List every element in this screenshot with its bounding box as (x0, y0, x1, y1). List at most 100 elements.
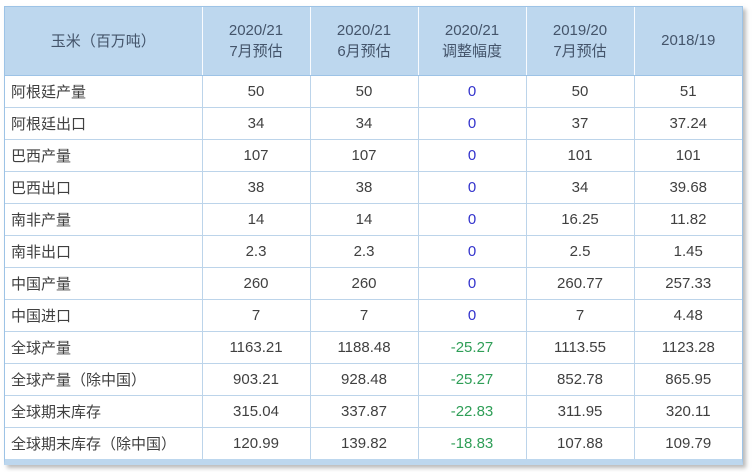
value-cell: 107 (309, 138, 419, 172)
table-row: 阿根廷产量 50 50 0 50 51 (5, 75, 742, 108)
table-row: 中国进口 7 7 0 7 4.48 (5, 298, 742, 332)
row-label-cell: 中国进口 (5, 298, 203, 332)
row-label-cell: 全球期末库存（除中国） (5, 426, 203, 459)
table-row: 阿根廷出口 34 34 0 37 37.24 (5, 106, 742, 140)
value-cell: 928.48 (309, 362, 419, 396)
column-header-line2: 6月预估 (337, 42, 391, 60)
column-header-cell: 2020/21 6月预估 (309, 7, 418, 76)
value-cell: 2.3 (309, 234, 419, 268)
value-cell: 7 (525, 298, 635, 332)
value-cell: 1.45 (633, 234, 742, 268)
value-cell: 101 (525, 138, 635, 172)
value-cell: 14 (309, 202, 419, 236)
column-header-line2: 调整幅度 (441, 42, 502, 60)
value-cell: 7 (309, 298, 419, 332)
value-cell: 107 (201, 138, 311, 172)
value-cell: 1188.48 (309, 330, 419, 364)
value-cell: 1163.21 (201, 330, 311, 364)
row-label-cell: 全球产量（除中国） (5, 362, 203, 396)
table-row: 巴西产量 107 107 0 101 101 (5, 138, 742, 172)
value-cell: 0 (417, 138, 527, 172)
value-cell: 38 (309, 170, 419, 204)
table-row: 全球期末库存（除中国） 120.99 139.82 -18.83 107.88 109.… (5, 426, 742, 459)
table-row: 全球产量（除中国） 903.21 928.48 -25.27 852.78 865.95 (5, 362, 742, 396)
value-cell: 109.79 (633, 426, 742, 459)
value-cell: 101 (633, 138, 742, 172)
table-row: 南非产量 14 14 0 16.25 11.82 (5, 202, 742, 236)
corn-estimates-table: 玉米（百万吨） 2020/21 7月预估 2020/21 6月预估 2020/2… (5, 7, 742, 459)
column-header-line2: 7月预估 (229, 42, 283, 60)
row-label-cell: 南非出口 (5, 234, 203, 268)
value-cell: 0 (417, 170, 527, 204)
value-cell: 257.33 (633, 266, 742, 300)
column-header-line1: 2020/21 (336, 21, 392, 39)
table-row: 南非出口 2.3 2.3 0 2.5 1.45 (5, 234, 742, 268)
value-cell: 865.95 (633, 362, 742, 396)
value-cell: 50 (201, 75, 311, 108)
value-cell: 139.82 (309, 426, 419, 459)
value-cell: 0 (417, 75, 527, 108)
value-cell: 852.78 (525, 362, 635, 396)
value-cell: 1113.55 (525, 330, 635, 364)
value-cell: 320.11 (633, 394, 742, 428)
value-cell: 16.25 (525, 202, 635, 236)
table-row: 巴西出口 38 38 0 34 39.68 (5, 170, 742, 204)
value-cell: 337.87 (309, 394, 419, 428)
value-cell: 1123.28 (633, 330, 742, 364)
value-cell: -25.27 (417, 362, 527, 396)
value-cell: 0 (417, 298, 527, 332)
value-cell: 51 (633, 75, 742, 108)
row-label-cell: 南非产量 (5, 202, 203, 236)
value-cell: 311.95 (525, 394, 635, 428)
value-cell: 107.88 (525, 426, 635, 459)
value-cell: 34 (309, 106, 419, 140)
value-cell: 37 (525, 106, 635, 140)
value-cell: 120.99 (201, 426, 311, 459)
column-header-cell: 2020/21 7月预估 (201, 7, 310, 76)
table-row: 全球期末库存 315.04 337.87 -22.83 311.95 320.11 (5, 394, 742, 428)
column-header-line1: 2020/21 (228, 21, 284, 39)
row-label-cell: 阿根廷产量 (5, 75, 203, 108)
column-header-cell: 2020/21 调整幅度 (417, 7, 526, 76)
table-header: 玉米（百万吨） 2020/21 7月预估 2020/21 6月预估 2020/2… (5, 7, 742, 76)
column-header-cell: 2018/19 (633, 7, 742, 76)
value-cell: 903.21 (201, 362, 311, 396)
value-cell: 0 (417, 266, 527, 300)
value-cell: -18.83 (417, 426, 527, 459)
value-cell: 7 (201, 298, 311, 332)
column-header-line1: 2019/20 (552, 21, 608, 39)
row-label-cell: 全球产量 (5, 330, 203, 364)
value-cell: 260.77 (525, 266, 635, 300)
value-cell: 260 (201, 266, 311, 300)
row-label-cell: 巴西产量 (5, 138, 203, 172)
value-cell: 0 (417, 202, 527, 236)
value-cell: 50 (309, 75, 419, 108)
value-cell: -25.27 (417, 330, 527, 364)
value-cell: 39.68 (633, 170, 742, 204)
value-cell: -22.83 (417, 394, 527, 428)
column-header-line1: 2020/21 (444, 21, 500, 39)
row-label-cell: 中国产量 (5, 266, 203, 300)
value-cell: 37.24 (633, 106, 742, 140)
row-label-cell: 巴西出口 (5, 170, 203, 204)
value-cell: 11.82 (633, 202, 742, 236)
value-cell: 50 (525, 75, 635, 108)
value-cell: 260 (309, 266, 419, 300)
value-cell: 0 (417, 106, 527, 140)
corn-estimates-table-wrap: 玉米（百万吨） 2020/21 7月预估 2020/21 6月预估 2020/2… (4, 6, 743, 465)
value-cell: 4.48 (633, 298, 742, 332)
value-cell: 2.5 (525, 234, 635, 268)
column-header-cell: 2019/20 7月预估 (525, 7, 634, 76)
row-label-cell: 阿根廷出口 (5, 106, 203, 140)
header-row: 玉米（百万吨） 2020/21 7月预估 2020/21 6月预估 2020/2… (5, 7, 742, 76)
value-cell: 34 (525, 170, 635, 204)
value-cell: 14 (201, 202, 311, 236)
value-cell: 315.04 (201, 394, 311, 428)
column-header-line2: 7月预估 (553, 42, 607, 60)
value-cell: 2.3 (201, 234, 311, 268)
table-row: 中国产量 260 260 0 260.77 257.33 (5, 266, 742, 300)
column-header-line1: 2018/19 (661, 32, 716, 50)
corner-header-cell: 玉米（百万吨） (5, 7, 202, 76)
value-cell: 38 (201, 170, 311, 204)
row-label-cell: 全球期末库存 (5, 394, 203, 428)
